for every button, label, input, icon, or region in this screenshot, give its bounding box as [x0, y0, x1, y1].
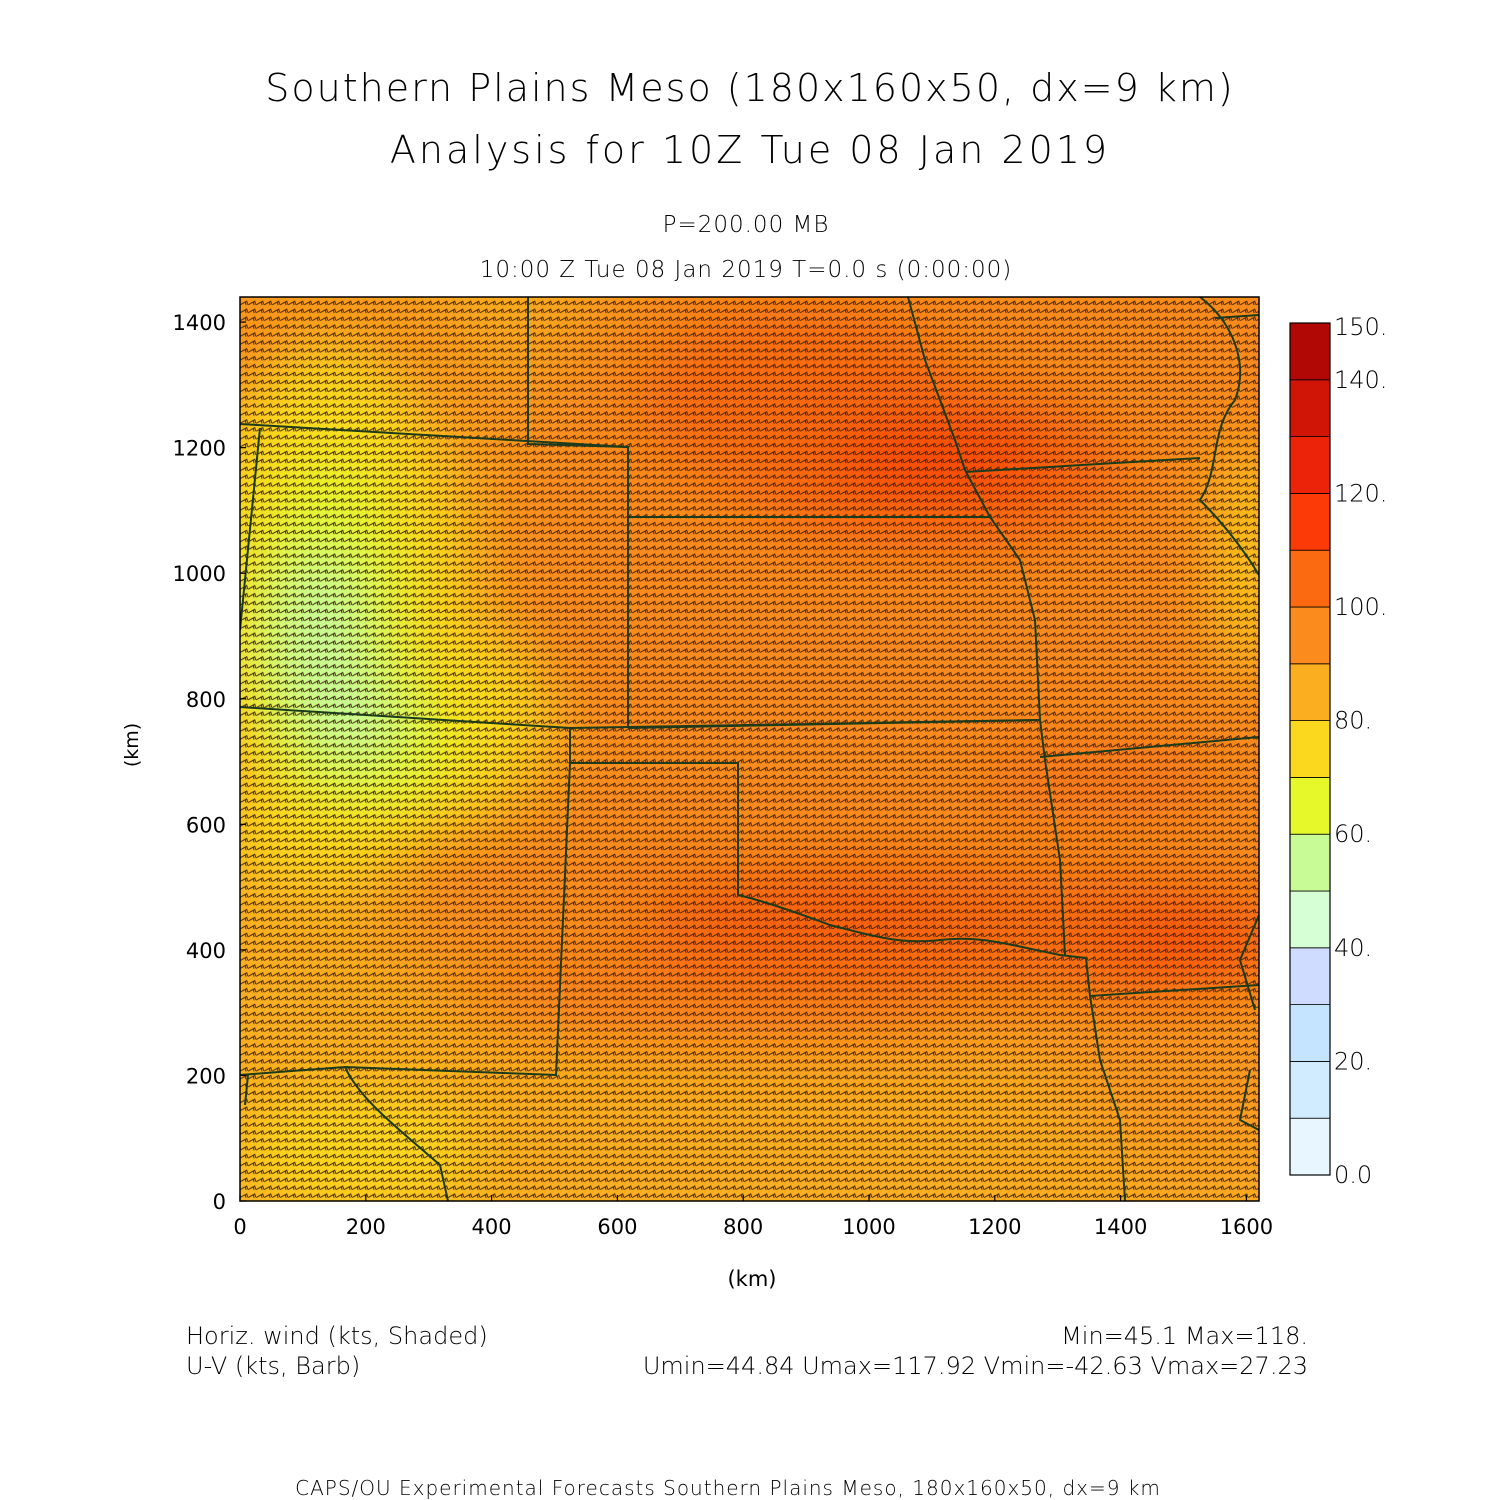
colorbar-frame — [1289, 322, 1331, 1176]
colorbar-swatch — [1289, 492, 1331, 551]
y-tick-label: 200 — [186, 1064, 226, 1088]
colorbar-swatch — [1289, 379, 1331, 437]
utah-colorado-border — [240, 427, 261, 631]
colorbar-label: 140. — [1334, 366, 1387, 394]
colorbar-label: 20. — [1334, 1047, 1372, 1075]
plot-frame — [239, 296, 1260, 1202]
wisconsin-border — [1214, 314, 1259, 319]
wind-speed-shading — [240, 297, 1259, 1201]
legend-uv-range: Umin=44.84 Umax=117.92 Vmin=-42.63 Vmax=… — [642, 1352, 1308, 1380]
y-tick-label: 400 — [186, 939, 226, 963]
colorbar-swatch — [1289, 890, 1331, 949]
colorbar-label: 150. — [1334, 313, 1387, 341]
missouri-arkansas-border — [1039, 736, 1259, 758]
colorbar — [1289, 322, 1331, 1176]
pressure-level-label: P=200.00 MB — [662, 212, 830, 238]
colorbar-swatch — [1289, 1061, 1331, 1119]
colorbar-label: 0.0 — [1334, 1161, 1372, 1189]
chart-subtitle: Analysis for 10Z Tue 08 Jan 2019 — [389, 128, 1111, 172]
colorbar-swatch — [1289, 549, 1331, 608]
oklahoma-texas-border — [569, 728, 1087, 959]
iowa-missouri-border — [964, 457, 1201, 473]
x-tick-label: 1400 — [1094, 1215, 1147, 1239]
colorbar-swatch — [1289, 322, 1331, 381]
colorado-nebraska-border — [527, 297, 629, 728]
colorbar-swatch — [1289, 720, 1331, 778]
legend-barb: U-V (kts, Barb) — [186, 1352, 361, 1380]
x-tick-label: 1600 — [1220, 1215, 1273, 1239]
colorbar-label: 120. — [1334, 479, 1387, 507]
y-tick-label: 1000 — [173, 562, 226, 586]
colorbar-swatch — [1289, 833, 1331, 892]
x-tick-label: 600 — [597, 1215, 637, 1239]
footer-credit: CAPS/OU Experimental Forecasts Southern … — [295, 1476, 1161, 1500]
colorbar-label: 100. — [1334, 593, 1387, 621]
x-axis: 0 200 400 600 800 1000 1200 1400 1600 — [233, 1195, 1273, 1239]
louisiana-texas-border — [1089, 995, 1126, 1201]
colorbar-swatch — [1289, 663, 1331, 721]
mississippi-delta-border — [1238, 1069, 1259, 1131]
colorbar-swatch — [1289, 947, 1331, 1005]
x-tick-label: 800 — [723, 1215, 763, 1239]
colorbar-swatch — [1289, 1004, 1331, 1062]
y-tick-label: 1400 — [173, 311, 226, 335]
y-axis-label: (km) — [121, 723, 143, 767]
legend-shaded: Horiz. wind (kts, Shaded) — [186, 1322, 488, 1350]
colorbar-swatch — [1289, 606, 1331, 665]
missouri-border — [907, 297, 1066, 956]
y-tick-label: 800 — [186, 688, 226, 712]
texas-mexico-border — [344, 1066, 449, 1201]
arizona-border — [244, 1074, 249, 1106]
valid-time-label: 10:00 Z Tue 08 Jan 2019 T=0.0 s (0:00:00… — [479, 257, 1013, 283]
wyoming-colorado-border — [240, 423, 629, 448]
colorbar-swatch — [1289, 1117, 1331, 1176]
x-tick-label: 400 — [472, 1215, 512, 1239]
new-mexico-texas-border — [240, 762, 571, 1077]
colorbar-label: 60. — [1334, 820, 1372, 848]
colorbar-swatch — [1289, 436, 1331, 494]
mississippi-river-border — [1198, 297, 1259, 576]
state-borders — [240, 297, 1259, 1201]
x-tick-label: 1200 — [968, 1215, 1021, 1239]
y-axis: 0 200 400 600 800 1000 1200 1400 — [173, 311, 246, 1214]
legend-minmax: Min=45.1 Max=118. — [1061, 1322, 1308, 1350]
x-tick-label: 0 — [233, 1215, 246, 1239]
colorbar-labels: 0.0 20. 40. 60. 80. 100. 120. 140. 150. — [1334, 313, 1387, 1189]
colorbar-label: 40. — [1334, 934, 1372, 962]
x-tick-label: 200 — [346, 1215, 386, 1239]
x-axis-label: (km) — [727, 1267, 776, 1291]
colorbar-label: 80. — [1334, 707, 1372, 735]
y-tick-label: 600 — [186, 813, 226, 837]
x-tick-label: 1000 — [842, 1215, 895, 1239]
chart-title: Southern Plains Meso (180x160x50, dx=9 k… — [265, 66, 1235, 110]
y-tick-label: 1200 — [173, 437, 226, 461]
y-tick-label: 0 — [213, 1190, 226, 1214]
mississippi-lower-border — [1238, 914, 1259, 1011]
colorbar-swatch — [1289, 777, 1331, 835]
